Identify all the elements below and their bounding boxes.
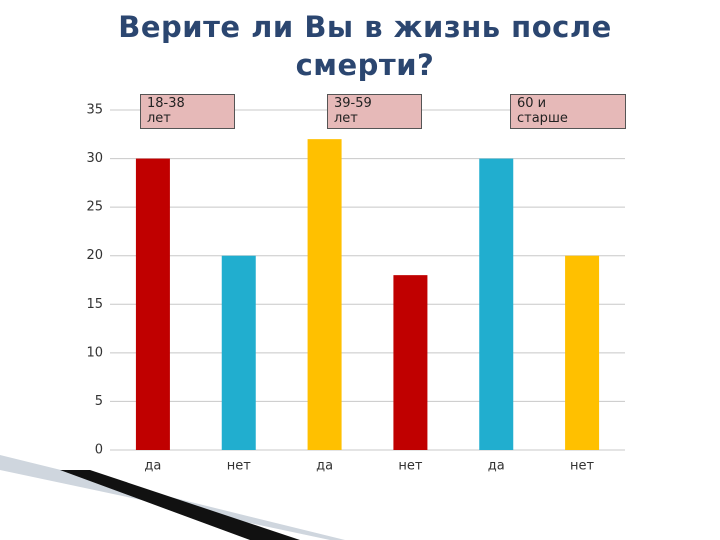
y-tick-label: 5 [95,394,103,409]
bar [307,139,342,450]
annotation: 18-38 лет [140,94,235,129]
bar [479,158,514,451]
bar [565,255,600,450]
y-tick-label: 25 [86,200,103,215]
chart-title: Верите ли Вы в жизнь после смерти? [118,10,612,82]
bar [221,255,256,450]
bar [393,275,428,450]
x-tick-label: да [488,459,505,474]
x-tick-label: да [316,459,333,474]
y-tick-label: 35 [86,103,103,118]
annotation: 60 и старше [510,94,626,129]
x-tick-label: нет [570,459,594,474]
decoration [60,470,300,540]
y-tick-label: 10 [86,345,103,360]
x-tick-label: нет [398,459,422,474]
y-tick-label: 0 [95,443,103,458]
y-tick-label: 15 [86,297,103,312]
y-tick-label: 20 [86,248,103,263]
annotation: 39-59 лет [327,94,422,129]
x-tick-label: да [144,459,161,474]
x-tick-label: нет [227,459,251,474]
bar [135,158,170,451]
y-tick-label: 30 [86,151,103,166]
